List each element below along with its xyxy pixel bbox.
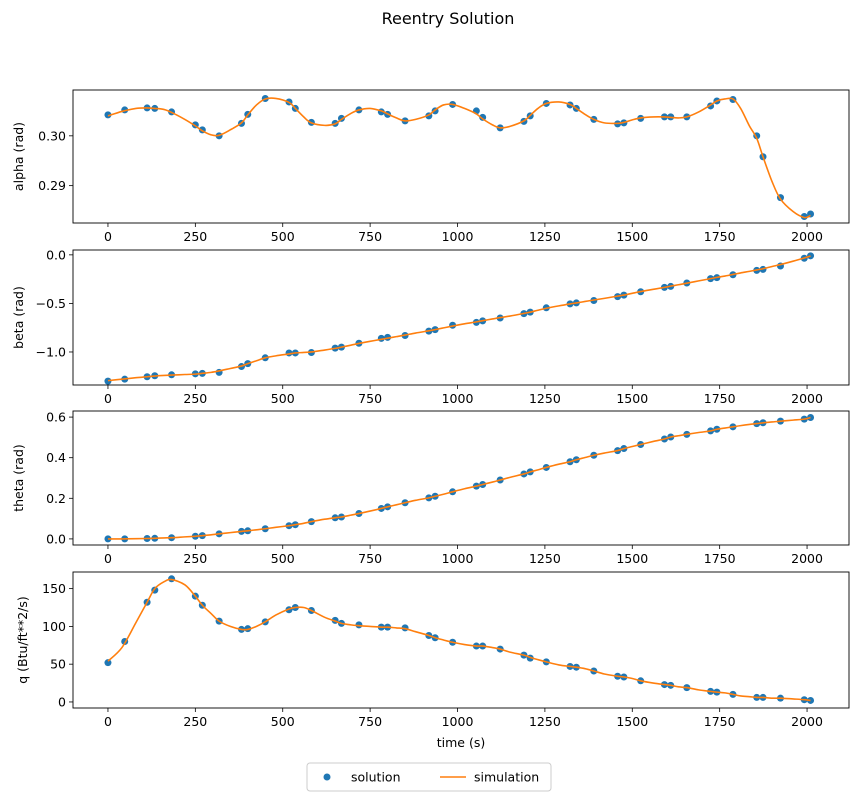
- alpha-y-tick-label: 0.30: [38, 128, 66, 143]
- beta-x-tick-label: 500: [271, 391, 295, 406]
- theta-x-tick-label: 500: [271, 551, 295, 566]
- beta-y-tick-label: 0.0: [46, 247, 66, 262]
- theta-x-tick-label: 1750: [704, 551, 736, 566]
- q-simulation-line: [107, 578, 811, 702]
- q-y-tick-label: 150: [42, 581, 66, 596]
- beta-x-tick-label: 2000: [791, 391, 823, 406]
- q-y-axis-label: q (Btu/ft**2/s): [15, 596, 30, 684]
- alpha-solution-point: [104, 111, 112, 119]
- q-x-tick-label: 2000: [791, 714, 823, 729]
- q-x-tick-label: 1000: [442, 714, 474, 729]
- beta-y-tick-label: −1.0: [36, 344, 66, 359]
- alpha-x-tick-label: 750: [358, 229, 382, 244]
- q-axes-frame: [72, 571, 850, 709]
- q-solution-point: [807, 696, 815, 704]
- theta-x-tick-label: 2000: [791, 551, 823, 566]
- q-y-tick-label: 50: [50, 657, 66, 672]
- beta-solution-point: [104, 377, 112, 385]
- figure-title: Reentry Solution: [382, 9, 515, 28]
- beta-x-tick-label: 0: [104, 391, 112, 406]
- legend-solution-label: solution: [351, 770, 401, 785]
- alpha-x-tick-label: 500: [271, 229, 295, 244]
- theta-x-tick-label: 750: [358, 551, 382, 566]
- theta-x-tick-label: 250: [183, 551, 207, 566]
- x-axis-label: time (s): [437, 735, 485, 750]
- beta-x-tick-label: 1750: [704, 391, 736, 406]
- q-x-tick-label: 750: [358, 714, 382, 729]
- theta-x-tick-label: 1250: [529, 551, 561, 566]
- beta-x-tick-label: 1250: [529, 391, 561, 406]
- beta-y-tick-label: −0.5: [36, 296, 66, 311]
- theta-simulation-line: [107, 416, 811, 540]
- alpha-x-tick-label: 1000: [442, 229, 474, 244]
- q-y-tick-label: 100: [42, 619, 66, 634]
- alpha-x-tick-label: 1750: [704, 229, 736, 244]
- theta-y-tick-label: 0.4: [46, 450, 66, 465]
- theta-x-tick-label: 1000: [442, 551, 474, 566]
- beta-simulation-line: [107, 255, 811, 382]
- q-x-tick-label: 1500: [616, 714, 648, 729]
- theta-y-tick-label: 0.2: [46, 491, 66, 506]
- alpha-x-tick-label: 250: [183, 229, 207, 244]
- theta-axes-frame: [72, 410, 850, 546]
- alpha-x-tick-label: 1250: [529, 229, 561, 244]
- beta-axes-frame: [72, 249, 850, 386]
- q-solution-point: [104, 659, 112, 667]
- q-y-tick-label: 0: [58, 694, 66, 709]
- theta-x-tick-label: 1500: [616, 551, 648, 566]
- q-x-tick-label: 1750: [704, 714, 736, 729]
- theta-solution-point: [807, 413, 815, 421]
- legend-solution-marker: [323, 773, 331, 781]
- alpha-axes-frame: [72, 89, 850, 224]
- theta-y-axis-label: theta (rad): [11, 444, 26, 512]
- q-x-tick-label: 1250: [529, 714, 561, 729]
- beta-x-tick-label: 750: [358, 391, 382, 406]
- alpha-y-tick-label: 0.29: [38, 178, 66, 193]
- q-x-tick-label: 500: [271, 714, 295, 729]
- beta-x-tick-label: 1000: [442, 391, 474, 406]
- alpha-simulation-line: [107, 97, 811, 219]
- beta-y-axis-label: beta (rad): [11, 286, 26, 349]
- alpha-x-tick-label: 1500: [616, 229, 648, 244]
- q-x-tick-label: 250: [183, 714, 207, 729]
- legend-frame: [306, 762, 552, 792]
- beta-x-tick-label: 1500: [616, 391, 648, 406]
- alpha-y-axis-label: alpha (rad): [11, 122, 26, 191]
- legend-simulation-label: simulation: [474, 770, 539, 785]
- theta-y-tick-label: 0.6: [46, 410, 66, 425]
- alpha-subplot: 0.29 0.30 0 250 500 750 1000 1250 1500 1750 2000 al…: [11, 89, 850, 244]
- theta-subplot: 0.0 0.2 0.4 0.6 0 250 500 750 1000 1250 1500 1750 20…: [11, 410, 850, 566]
- legend: solution simulation: [306, 762, 552, 792]
- beta-solution-point: [807, 252, 815, 260]
- alpha-x-tick-label: 2000: [791, 229, 823, 244]
- beta-subplot: −1.0 −0.5 0.0 0 250 500 750 1000 1250 1500 1750 200…: [11, 247, 850, 406]
- theta-x-tick-label: 0: [104, 551, 112, 566]
- q-x-tick-label: 0: [104, 714, 112, 729]
- beta-x-tick-label: 250: [183, 391, 207, 406]
- alpha-x-tick-label: 0: [104, 229, 112, 244]
- subplots: 0.290.300 250 500 750 1000 1250 1500 1750 2000al…: [11, 89, 850, 729]
- theta-y-tick-label: 0.0: [46, 531, 66, 546]
